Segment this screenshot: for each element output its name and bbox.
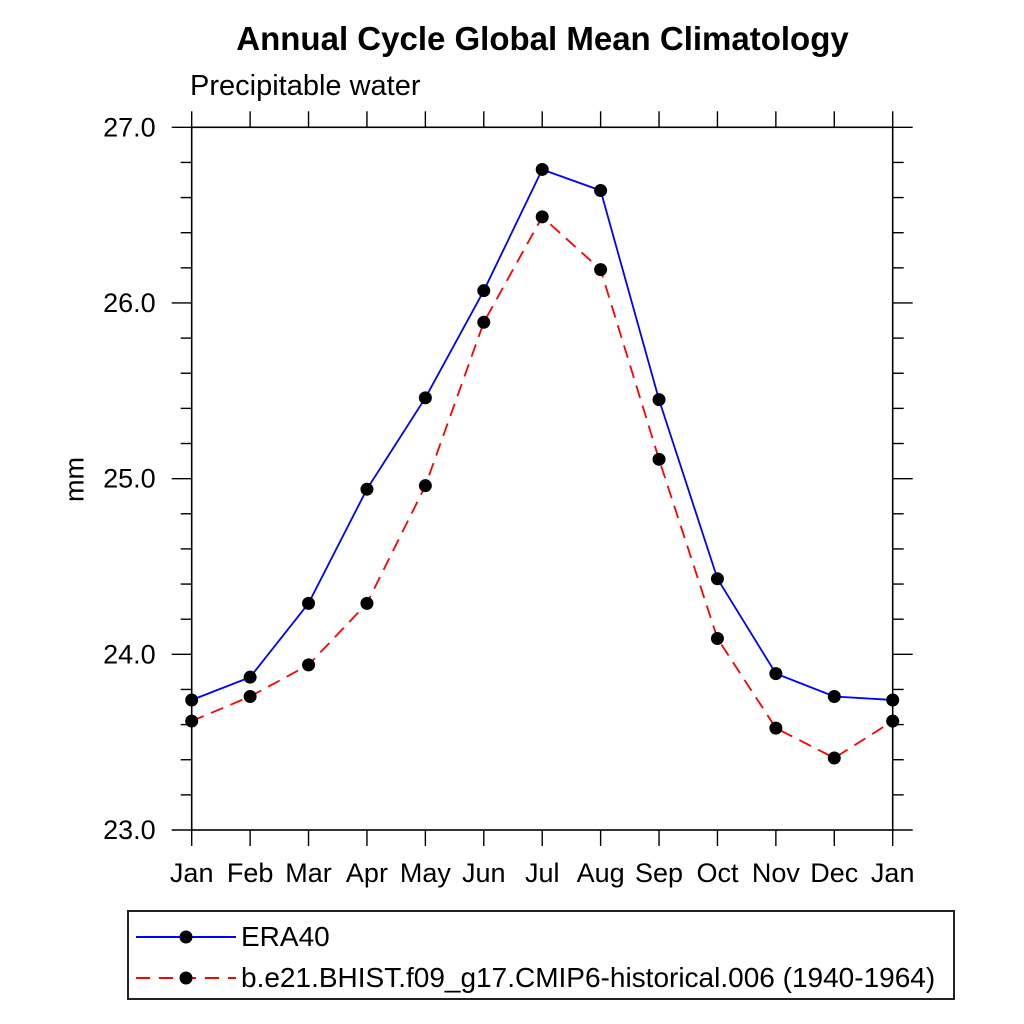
legend-entry-model: b.e21.BHIST.f09_g17.CMIP6-historical.006…: [133, 962, 936, 993]
data-marker-1: [360, 596, 374, 610]
data-marker-1: [769, 721, 783, 735]
data-marker-1: [418, 479, 432, 493]
x-axis-tick-label: Dec: [810, 858, 858, 888]
data-marker-1: [652, 452, 666, 466]
x-axis-tick-label: Apr: [346, 858, 388, 888]
x-axis-tick-label: Aug: [577, 858, 625, 888]
plot-frame: [190, 126, 894, 831]
data-marker-0: [535, 162, 549, 176]
data-marker-0: [710, 572, 724, 586]
x-axis-tick-label: Oct: [696, 858, 739, 888]
data-marker-0: [652, 393, 666, 407]
data-marker-0: [302, 596, 316, 610]
data-marker-0: [477, 284, 491, 298]
y-axis-tick-label: 23.0: [103, 815, 156, 845]
data-marker-1: [477, 315, 491, 329]
y-axis-tick-label: 25.0: [103, 464, 156, 494]
data-marker-0: [886, 693, 900, 707]
legend-swatch-solid-line: [136, 930, 236, 944]
data-marker-1: [827, 751, 841, 765]
x-axis-tick-label: Jan: [170, 858, 214, 888]
data-marker-0: [360, 482, 374, 496]
legend-box: ERA40 b.e21.BHIST.f09_g17.CMIP6-historic…: [127, 910, 955, 1000]
y-axis-tick-label: 24.0: [103, 639, 156, 669]
data-marker-1: [185, 714, 199, 728]
x-axis-tick-label: May: [400, 858, 452, 888]
data-marker-0: [827, 689, 841, 703]
chart-title: Annual Cycle Global Mean Climatology: [236, 20, 849, 57]
data-marker-1: [535, 210, 549, 224]
data-marker-1: [886, 714, 900, 728]
data-marker-0: [185, 693, 199, 707]
series-line-0: [191, 168, 893, 701]
legend-swatch-dashed-line: [136, 971, 236, 985]
data-marker-0: [769, 667, 783, 681]
x-axis-tick-label: Nov: [752, 858, 801, 888]
data-marker-1: [302, 658, 316, 672]
x-axis-tick-label: Mar: [285, 858, 332, 888]
data-marker-0: [243, 670, 257, 684]
x-axis-tick-label: Sep: [635, 858, 683, 888]
data-marker-1: [243, 689, 257, 703]
data-marker-1: [594, 263, 608, 277]
x-axis-tick-label: Jan: [871, 858, 915, 888]
legend-label-era40: ERA40: [241, 921, 330, 952]
series-line-1: [191, 215, 894, 760]
x-axis-tick-label: Jun: [462, 858, 506, 888]
y-axis-tick-label: 26.0: [103, 288, 156, 318]
chart-subtitle: Precipitable water: [190, 70, 421, 102]
legend-label-model: b.e21.BHIST.f09_g17.CMIP6-historical.006…: [241, 962, 936, 993]
data-marker-1: [710, 632, 724, 646]
data-marker-0: [594, 184, 608, 198]
legend-entry-era40: ERA40: [133, 921, 330, 952]
x-axis-tick-label: Feb: [227, 858, 274, 888]
y-axis-tick-label: 27.0: [103, 112, 156, 142]
data-marker-0: [418, 391, 432, 405]
x-axis-tick-label: Jul: [525, 858, 560, 888]
